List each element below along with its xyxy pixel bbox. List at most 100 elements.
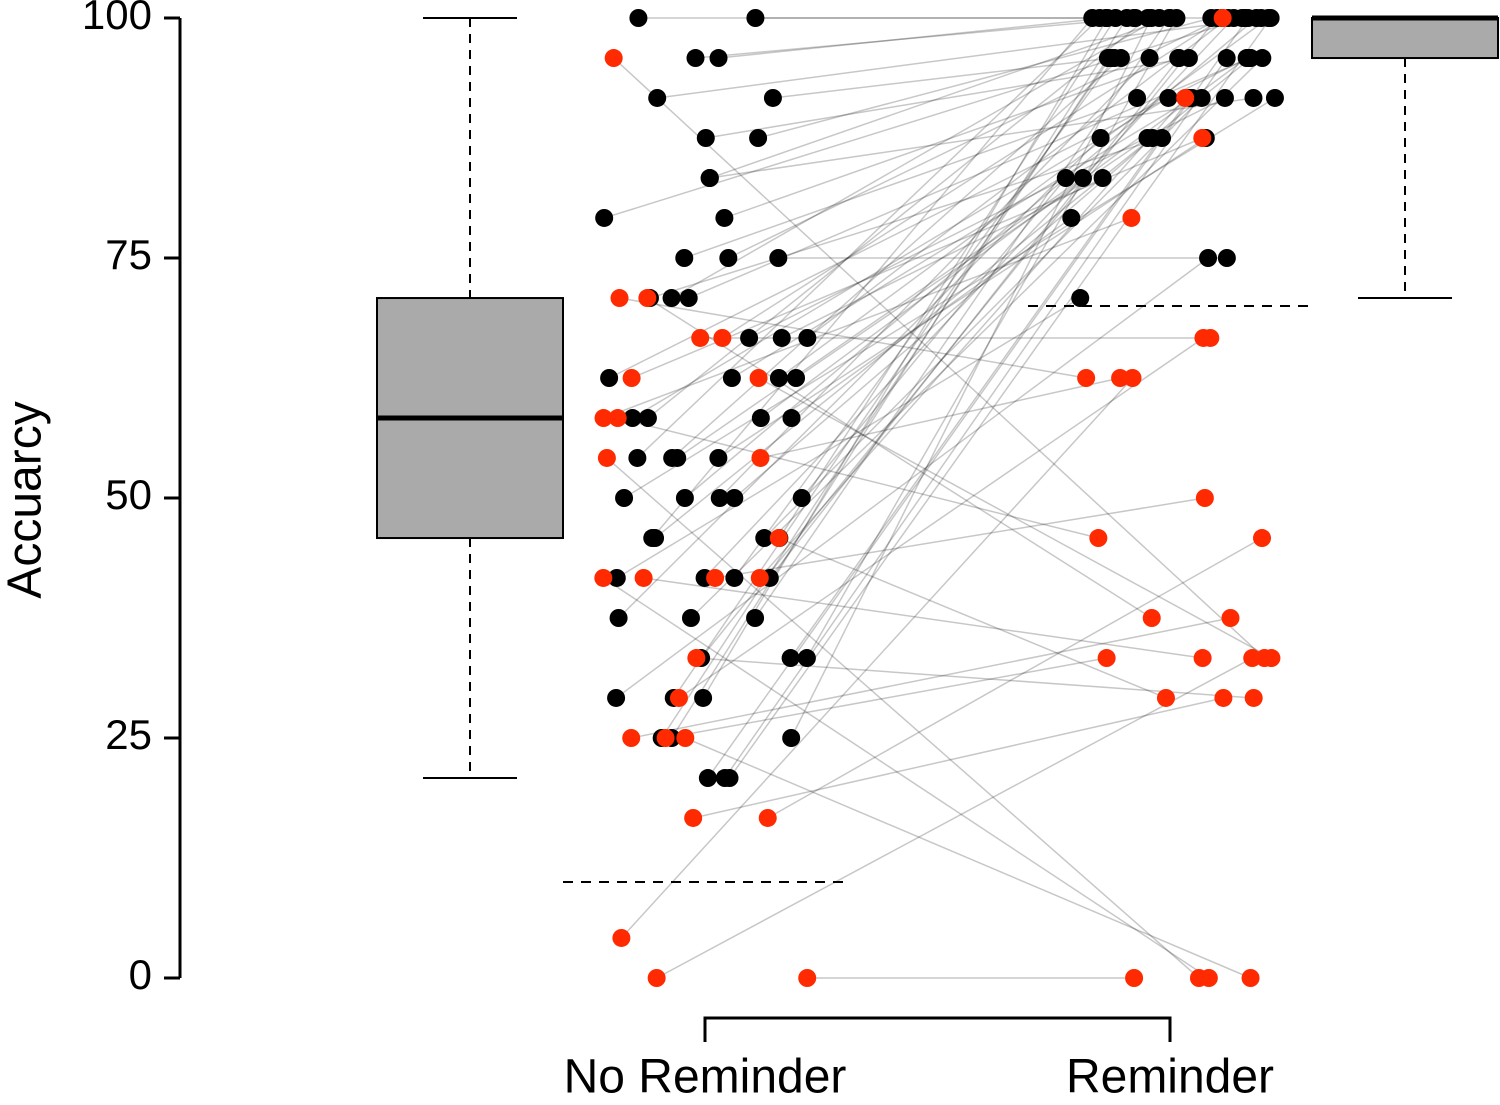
data-point	[798, 328, 817, 347]
pair-line	[643, 577, 1203, 659]
data-point	[1214, 688, 1233, 707]
pair-line	[615, 257, 1209, 699]
data-point	[1253, 529, 1272, 548]
pair-line	[693, 697, 1224, 819]
pair-line	[757, 17, 1212, 139]
data-point	[1244, 688, 1263, 707]
data-point	[691, 328, 710, 347]
data-point	[1217, 49, 1236, 68]
data-point	[798, 969, 817, 987]
pair-line	[695, 17, 1136, 59]
data-point	[725, 568, 744, 587]
data-point	[629, 9, 648, 27]
data-point	[1140, 49, 1159, 68]
data-point	[647, 969, 666, 987]
data-point	[1167, 9, 1186, 27]
data-point	[1091, 129, 1110, 147]
data-point	[681, 609, 700, 627]
pair-line	[618, 137, 1102, 619]
y-tick-label: 50	[105, 471, 152, 518]
data-point	[1221, 609, 1240, 627]
data-point	[675, 249, 694, 267]
pair-line	[790, 97, 1190, 659]
data-point	[1073, 169, 1092, 188]
pair-line	[661, 57, 1109, 739]
data-point	[769, 369, 788, 387]
pair-line	[728, 17, 1223, 259]
pair-line	[690, 57, 1263, 619]
data-point	[700, 169, 719, 188]
data-point	[1056, 169, 1075, 188]
data-point	[787, 369, 806, 387]
data-point	[1159, 88, 1178, 107]
pair-line	[623, 97, 1276, 499]
data-point	[769, 529, 788, 548]
data-point	[1143, 129, 1162, 147]
pair-line	[646, 297, 1153, 619]
data-point	[709, 448, 728, 467]
data-point	[769, 249, 788, 267]
pair-line	[767, 537, 1263, 819]
data-point	[755, 529, 774, 548]
data-point	[772, 328, 791, 347]
data-point	[607, 568, 626, 587]
data-point	[622, 729, 641, 747]
data-point	[763, 88, 782, 107]
data-point	[648, 88, 667, 107]
data-point	[662, 289, 681, 308]
data-point	[646, 529, 665, 548]
pair-line	[790, 17, 1152, 739]
data-point	[1213, 9, 1232, 27]
data-point	[1097, 649, 1116, 668]
data-point	[749, 129, 768, 147]
pair-line	[801, 177, 1067, 499]
pair-line	[684, 97, 1138, 259]
data-point	[719, 249, 738, 267]
data-point	[715, 208, 734, 227]
pair-line	[671, 17, 1160, 299]
data-point	[1156, 688, 1175, 707]
data-point	[1083, 9, 1102, 27]
pair-line	[676, 177, 1084, 459]
data-point	[1265, 88, 1284, 107]
pair-line	[754, 17, 1170, 619]
pair-line	[613, 57, 1265, 659]
data-point	[1215, 88, 1234, 107]
data-point	[600, 369, 619, 387]
pair-line	[769, 57, 1180, 579]
data-point	[1201, 328, 1220, 347]
pair-line	[617, 417, 1099, 539]
pair-line	[806, 17, 1178, 659]
pair-line	[616, 297, 1081, 579]
data-point	[1189, 969, 1208, 987]
data-point	[715, 769, 734, 788]
data-point	[675, 489, 694, 507]
y-axis-label: Accuarcy	[0, 401, 52, 598]
data-point	[1125, 969, 1144, 987]
data-point	[797, 649, 816, 668]
data-point	[612, 928, 631, 947]
data-point	[710, 489, 729, 507]
data-point	[679, 289, 698, 308]
x-category-label: Reminder	[1066, 1051, 1274, 1104]
pair-line	[778, 537, 1167, 699]
data-point	[594, 568, 613, 587]
pair-line	[772, 57, 1112, 99]
data-point	[746, 609, 765, 627]
data-point	[638, 289, 657, 308]
data-point	[751, 448, 770, 467]
pair-line	[620, 377, 1134, 939]
data-point	[1122, 208, 1141, 227]
data-point	[1142, 609, 1161, 627]
data-point	[687, 649, 706, 668]
data-point	[686, 49, 705, 68]
data-point	[656, 729, 675, 747]
data-point	[1093, 169, 1112, 188]
data-point	[622, 369, 641, 387]
pair-line	[714, 497, 1205, 579]
y-tick-label: 75	[105, 231, 152, 278]
data-point	[1098, 9, 1117, 27]
data-point	[758, 808, 777, 827]
pair-line	[763, 97, 1203, 539]
data-point	[1123, 369, 1142, 387]
